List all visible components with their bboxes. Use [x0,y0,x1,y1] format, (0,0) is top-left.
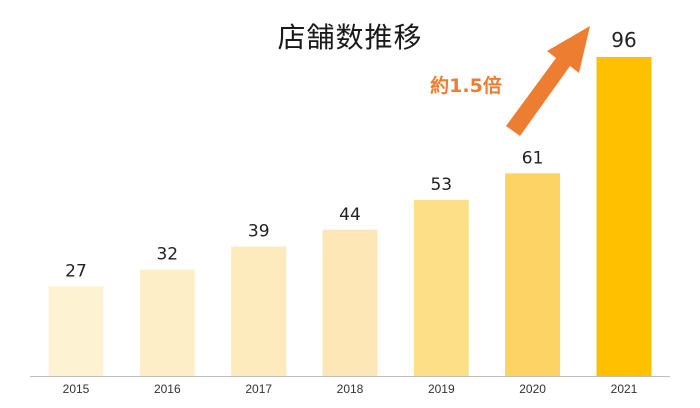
bar-2015 [48,286,104,376]
value-label-2016: 32 [156,245,178,265]
value-label-2018: 44 [339,205,361,225]
value-label-2021: 96 [611,28,636,52]
tick-label-2015: 2015 [63,382,90,396]
tick-label-2021: 2021 [611,382,638,396]
chart-title: 店舗数推移 [277,21,423,54]
bar-2017 [231,246,287,376]
bar-2021 [596,57,652,376]
bar-2020 [505,173,561,376]
tick-labels-layer: 2015 2016 2017 2018 2019 2020 2021 [63,382,638,396]
value-label-2019: 53 [430,175,452,195]
growth-arrow-icon [506,26,590,136]
tick-label-2016: 2016 [154,382,181,396]
value-labels-layer: 27 32 39 44 53 61 96 [65,28,637,281]
growth-annotation-label: 約1.5倍 [430,74,502,97]
tick-label-2019: 2019 [428,382,455,396]
annotation-layer: 約1.5倍 [430,26,590,136]
bar-2018 [322,229,378,376]
bars-layer [48,57,652,376]
value-label-2015: 27 [65,261,87,281]
value-label-2017: 39 [248,221,270,241]
bar-2019 [413,199,469,376]
tick-label-2018: 2018 [337,382,364,396]
tick-label-2017: 2017 [245,382,272,396]
tick-label-2020: 2020 [519,382,546,396]
bar-2016 [139,269,195,376]
value-label-2020: 61 [522,148,544,168]
